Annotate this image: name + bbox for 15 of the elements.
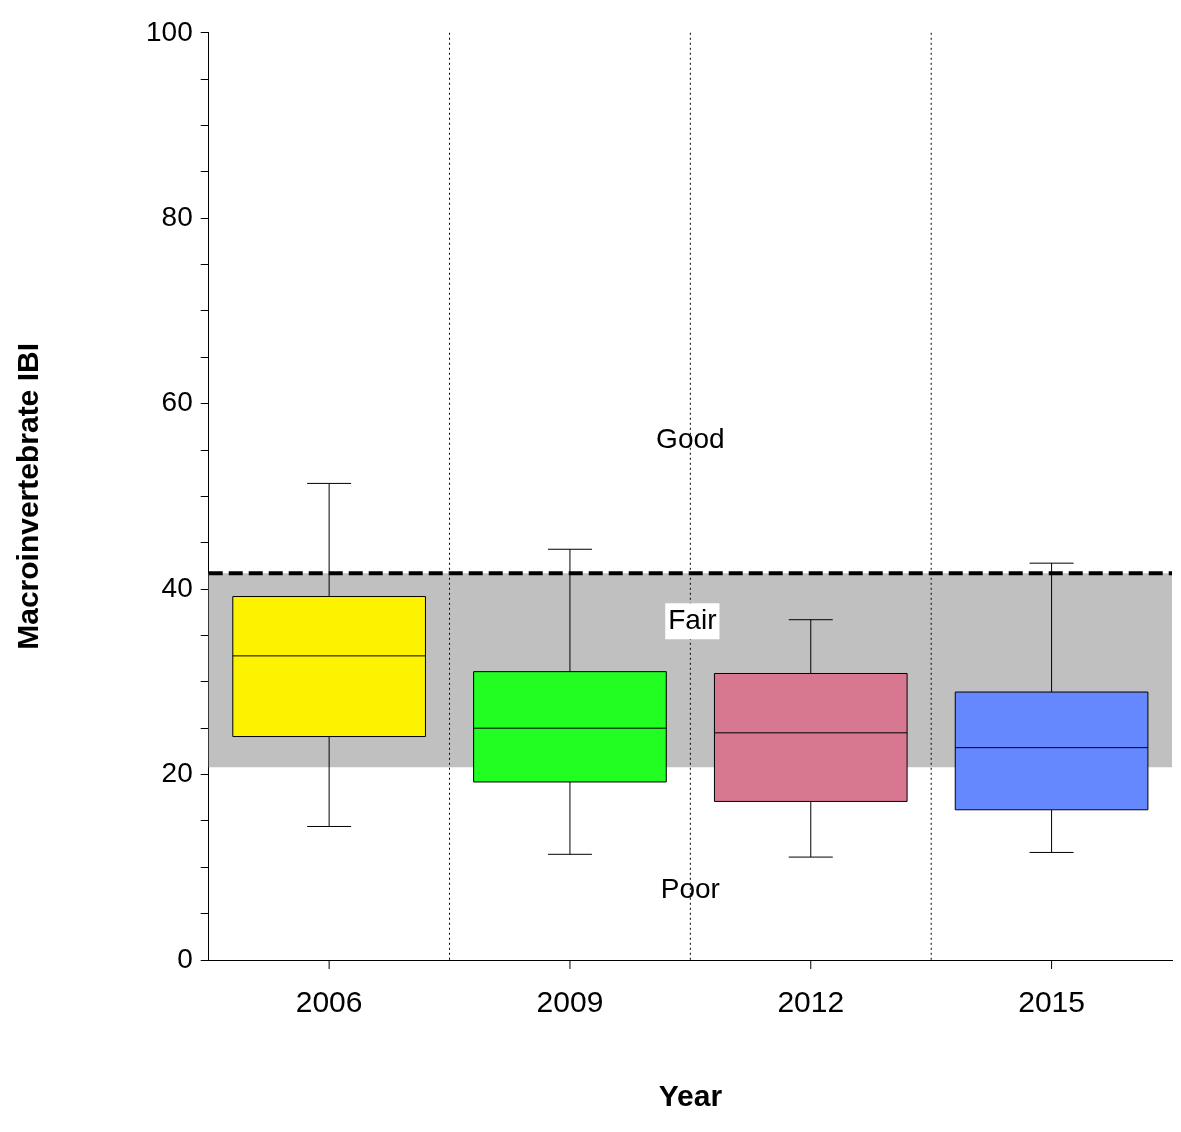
x-tick-label: 2012 [777,985,845,1019]
annotation: Good [656,423,725,455]
y-tick-label: 80 [161,200,193,232]
band-label: Fair [668,604,717,636]
y-tick-label: 60 [161,386,193,418]
y-tick-label: 0 [177,942,193,974]
y-tick-label: 20 [161,757,193,789]
y-tick-label: 40 [161,571,193,603]
y-tick-label: 100 [146,15,193,47]
x-tick-label: 2015 [1018,985,1085,1019]
y-axis-title: Macroinvertebrate IBI [11,343,45,650]
x-tick-label: 2006 [295,985,363,1019]
x-axis-title: Year [658,1079,723,1113]
x-tick-label: 2009 [536,985,604,1019]
annotation: Poor [660,873,720,905]
